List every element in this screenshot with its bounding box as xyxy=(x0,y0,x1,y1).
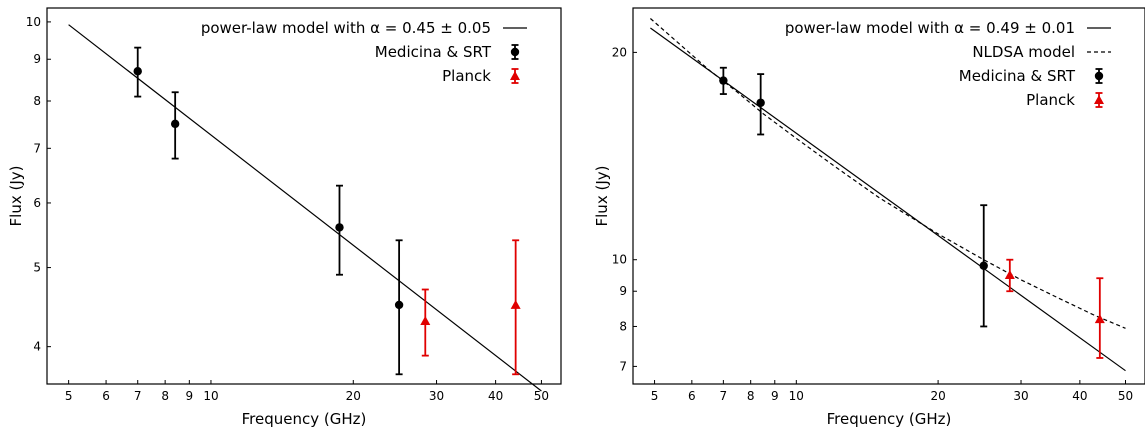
y-axis-label: Flux (Jy) xyxy=(7,166,25,227)
data-point-medicina-srt xyxy=(719,76,728,85)
legend-marker xyxy=(510,47,520,57)
power-law-line xyxy=(650,27,1126,372)
data-point-medicina-srt xyxy=(394,300,404,310)
x-tick-label: 10 xyxy=(789,389,804,403)
y-tick-label: 4 xyxy=(33,340,41,354)
plot-frame xyxy=(46,7,562,385)
x-tick-label: 8 xyxy=(161,389,169,403)
x-axis-label: Frequency (GHz) xyxy=(242,410,367,428)
x-tick-label: 40 xyxy=(488,389,503,403)
y-tick-label: 8 xyxy=(619,319,627,333)
x-tick-label: 40 xyxy=(1072,389,1087,403)
x-tick-label: 20 xyxy=(930,389,945,403)
x-tick-label: 9 xyxy=(771,389,779,403)
data-point-medicina-srt xyxy=(170,119,180,129)
legend-label: Planck xyxy=(1026,91,1075,109)
x-tick-label: 8 xyxy=(747,389,755,403)
y-tick-label: 10 xyxy=(26,15,41,29)
y-tick-label: 9 xyxy=(619,284,627,298)
left-panel: 5 6 7 8 9 10 20 30 40 50 4 5 6 7 8 9 10 Frequency (GHz) Fl… xyxy=(7,7,562,428)
y-tick-label: 5 xyxy=(33,261,41,275)
data-point-medicina-srt xyxy=(979,261,988,270)
x-tick-label: 9 xyxy=(186,389,194,403)
x-axis-label: Frequency (GHz) xyxy=(827,410,952,428)
y-axis-label: Flux (Jy) xyxy=(593,166,611,227)
legend-marker xyxy=(1094,71,1104,81)
data-point-planck xyxy=(1004,270,1015,280)
legend-label: Medicina & SRT xyxy=(375,43,492,61)
y-tick-label: 9 xyxy=(33,52,41,66)
y-tick-label: 20 xyxy=(612,45,627,59)
x-tick-label: 6 xyxy=(102,389,110,403)
data-point-planck xyxy=(510,299,521,309)
legend-label: Planck xyxy=(442,67,491,85)
y-tick-label: 6 xyxy=(33,196,41,210)
x-tick-label: 5 xyxy=(651,389,659,403)
x-tick-label: 7 xyxy=(720,389,728,403)
y-tick-label: 7 xyxy=(619,359,627,373)
data-point-planck xyxy=(1094,314,1105,324)
x-tick-label: 50 xyxy=(534,389,549,403)
y-tick-label: 8 xyxy=(33,94,41,108)
x-tick-label: 20 xyxy=(346,389,361,403)
right-panel: 5 6 7 8 9 10 20 30 40 50 7 8 9 10 20 Frequency (GHz) Flu… xyxy=(593,7,1145,428)
data-point-medicina-srt xyxy=(133,67,142,76)
x-tick-label: 30 xyxy=(429,389,444,403)
legend-marker xyxy=(1094,95,1104,104)
x-tick-label: 7 xyxy=(134,389,142,403)
x-tick-label: 10 xyxy=(203,389,218,403)
y-tick-label: 10 xyxy=(612,253,627,267)
x-tick-label: 5 xyxy=(65,389,73,403)
data-point-medicina-srt xyxy=(335,223,344,232)
legend-label: power-law model with α = 0.45 ± 0.05 xyxy=(201,19,491,37)
data-point-medicina-srt xyxy=(756,98,765,107)
legend-label: power-law model with α = 0.49 ± 0.01 xyxy=(785,19,1075,37)
legend-label: NLDSA model xyxy=(972,43,1075,61)
plot-frame xyxy=(632,7,1145,385)
x-tick-label: 30 xyxy=(1013,389,1028,403)
data-point-planck xyxy=(420,316,431,326)
legend-marker xyxy=(510,71,520,80)
y-tick-label: 7 xyxy=(33,141,41,155)
power-law-line xyxy=(68,24,542,392)
legend-label: Medicina & SRT xyxy=(959,67,1076,85)
x-tick-label: 50 xyxy=(1118,389,1133,403)
x-tick-label: 6 xyxy=(688,389,696,403)
